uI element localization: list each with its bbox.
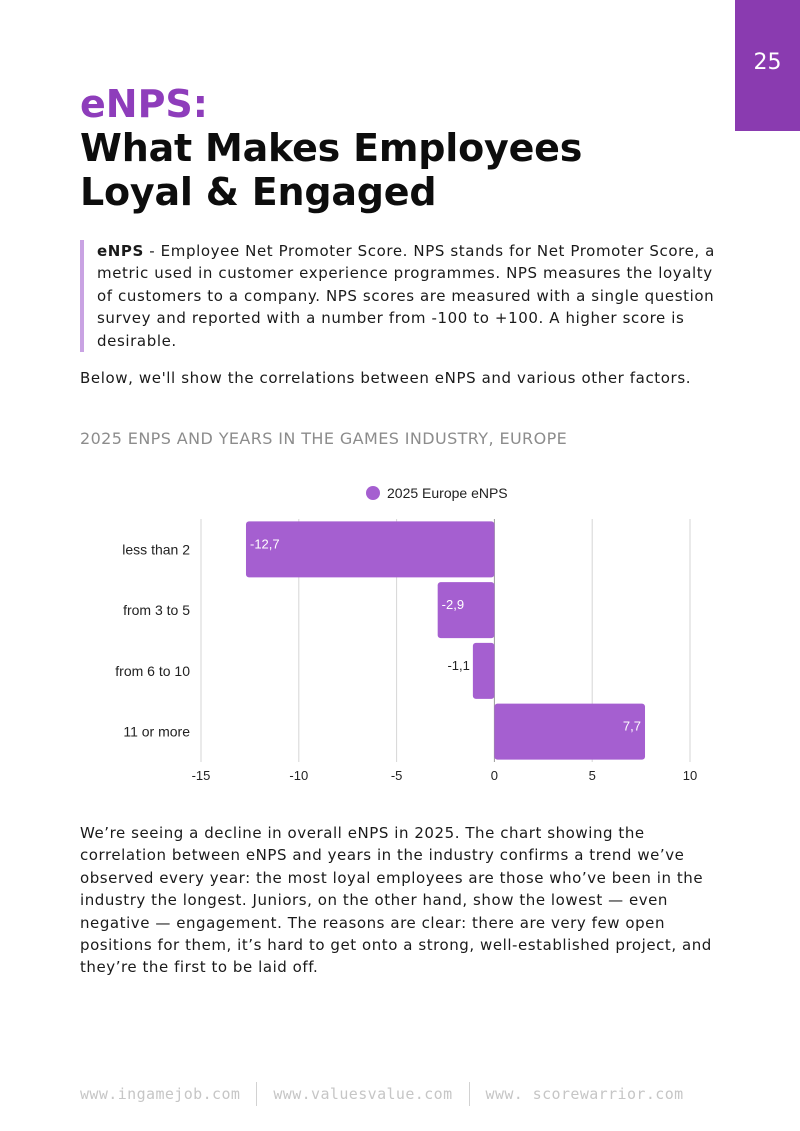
intro-paragraph: Below, we'll show the correlations betwe…: [80, 369, 692, 387]
x-tick-label: 10: [683, 768, 697, 783]
page-title: What Makes Employees Loyal & Engaged: [80, 126, 583, 214]
data-label: 7,7: [623, 719, 641, 734]
x-tick-label: -10: [289, 768, 308, 783]
data-label: -12,7: [250, 536, 280, 551]
footer-links: www.ingamejob.com www.valuesvalue.com ww…: [80, 1082, 720, 1106]
page-number-tab: 25: [735, 0, 800, 131]
category-label: 11 or more: [123, 724, 190, 740]
footer-link-valuesvalue[interactable]: www.valuesvalue.com: [273, 1085, 453, 1103]
category-label: from 3 to 5: [123, 602, 190, 618]
definition-term: eNPS: [97, 242, 144, 260]
bar: [494, 703, 646, 760]
title-accent: eNPS:: [80, 82, 208, 126]
page-number: 25: [753, 50, 782, 75]
footer-link-scorewarrior[interactable]: www. scorewarrior.com: [485, 1085, 684, 1103]
x-tick-label: -5: [391, 768, 403, 783]
footer-divider: [468, 1082, 470, 1106]
data-label: -2,9: [442, 597, 464, 612]
legend-dot-icon: [366, 486, 380, 500]
legend-label: 2025 Europe eNPS: [387, 485, 508, 501]
category-label: from 6 to 10: [115, 663, 190, 679]
definition-callout: eNPS - Employee Net Promoter Score. NPS …: [80, 240, 727, 353]
bar: [437, 582, 495, 639]
chart-heading: 2025 ENPS AND YEARS IN THE GAMES INDUSTR…: [80, 429, 568, 448]
footer-divider: [256, 1082, 258, 1106]
bar: [245, 521, 495, 578]
category-label: less than 2: [122, 541, 190, 557]
x-tick-label: 0: [491, 768, 498, 783]
footer-link-ingamejob[interactable]: www.ingamejob.com: [80, 1085, 241, 1103]
x-tick-label: 5: [589, 768, 596, 783]
definition-text: - Employee Net Promoter Score. NPS stand…: [97, 242, 715, 350]
chart-legend: 2025 Europe eNPS: [366, 483, 508, 503]
enps-bar-chart: -15 -10 -5 0 5 10 less than 2 -12,7 from 3 to 5 -…: [115, 519, 697, 783]
data-label: -1,1: [447, 658, 469, 673]
bar: [472, 642, 495, 699]
x-tick-label: -15: [192, 768, 211, 783]
body-paragraph: We’re seeing a decline in overall eNPS i…: [80, 824, 712, 977]
